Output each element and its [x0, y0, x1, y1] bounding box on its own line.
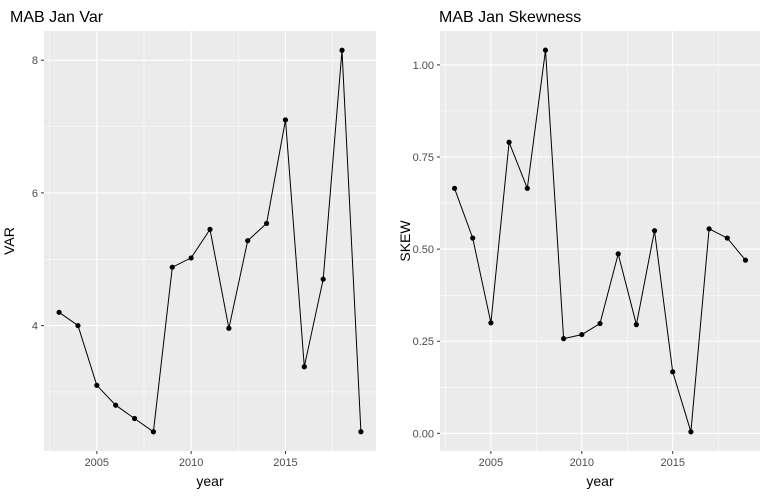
skewness-data-point: [706, 226, 712, 232]
var-x-tick-label: 2015: [273, 457, 297, 469]
var-data-point: [207, 226, 213, 232]
var-data-point: [263, 220, 270, 227]
skewness-data-point: [488, 320, 494, 326]
var-plot-panel: [44, 31, 376, 451]
skewness-y-tick-label: 1.00: [413, 60, 434, 72]
var-axis-ticks: 2005 2010 2015 4 6 8: [32, 55, 298, 469]
var-data-point: [188, 255, 194, 261]
skewness-y-tick-label: 0.75: [413, 152, 434, 164]
skewness-chart: MAB Jan Skewness 2005 2010 2015 0.00 0.25 0.5…: [397, 9, 760, 489]
skewness-data-point: [579, 331, 585, 338]
skewness-y-tick-label: 0.00: [413, 428, 434, 440]
skewness-data-point: [506, 139, 512, 145]
var-chart: MAB Jan Var 2005 2010 2015 4 6 8 year VAR: [1, 9, 376, 489]
var-series-points: [56, 47, 364, 435]
var-gridlines: [44, 31, 376, 451]
skewness-y-axis-label: SKEW: [397, 220, 413, 262]
var-data-point: [94, 382, 100, 388]
skewness-y-tick-label: 0.25: [413, 336, 434, 348]
var-data-point: [150, 429, 157, 435]
var-x-tick-label: 2010: [179, 457, 203, 469]
var-data-point: [301, 364, 307, 370]
skewness-data-point: [670, 369, 676, 375]
skewness-series-points: [451, 47, 749, 435]
skewness-y-tick-label: 0.50: [413, 244, 434, 256]
var-x-axis-label: year: [196, 473, 224, 489]
skewness-data-point: [451, 185, 458, 191]
skewness-data-point: [633, 322, 639, 328]
skewness-plot-panel: [440, 31, 760, 451]
var-data-point: [113, 402, 119, 408]
var-y-tick-label: 4: [32, 321, 38, 333]
var-chart-title: MAB Jan Var: [10, 9, 104, 26]
skewness-axis-ticks: 2005 2010 2015 0.00 0.25 0.50 0.75 1.00: [413, 60, 685, 469]
skewness-gridlines: [440, 31, 760, 451]
skewness-data-point: [470, 235, 476, 241]
skewness-chart-title: MAB Jan Skewness: [439, 9, 581, 26]
skewness-data-point: [742, 257, 749, 263]
skewness-data-point: [724, 235, 730, 241]
skewness-x-tick-label: 2005: [479, 457, 503, 469]
skewness-x-tick-label: 2015: [660, 457, 684, 469]
var-y-tick-label: 6: [32, 188, 38, 200]
var-data-point: [282, 117, 289, 123]
var-data-point: [320, 276, 326, 282]
var-y-axis-label: VAR: [1, 227, 17, 255]
skewness-data-point: [615, 251, 621, 257]
var-data-point: [131, 415, 138, 422]
var-data-point: [358, 429, 364, 435]
var-y-tick-label: 8: [32, 55, 38, 67]
var-data-point: [56, 309, 62, 315]
var-data-point: [169, 264, 175, 270]
skewness-data-point: [597, 320, 603, 327]
skewness-x-axis-label: year: [586, 473, 614, 489]
skewness-x-tick-label: 2010: [570, 457, 594, 469]
skewness-data-point: [688, 429, 694, 435]
skewness-data-point: [524, 185, 530, 191]
var-data-point: [75, 322, 81, 329]
skewness-data-point: [542, 47, 549, 53]
var-data-point: [339, 47, 345, 53]
var-x-tick-label: 2005: [85, 457, 109, 469]
var-data-point: [245, 238, 251, 244]
skewness-data-point: [561, 336, 567, 342]
var-data-point: [226, 325, 232, 331]
skewness-data-point: [651, 228, 658, 234]
